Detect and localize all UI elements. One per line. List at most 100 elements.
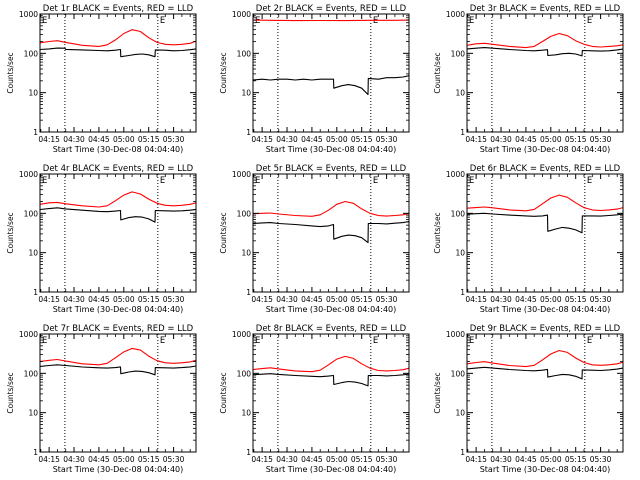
y-tick-label: 1000 bbox=[446, 170, 465, 179]
lld-rate-line bbox=[252, 19, 410, 22]
x-axis-label: Start Time (30-Dec-08 04:04:40) bbox=[266, 145, 397, 154]
y-axis-label: Counts/sec bbox=[219, 52, 228, 93]
corner-label: E bbox=[255, 16, 260, 26]
panel-title: Det 5r BLACK = Events, RED = LLD bbox=[256, 164, 407, 174]
detector-panel: Det 2r BLACK = Events, RED = LLD E E 1 10 100… bbox=[219, 4, 410, 154]
y-tick-label: 1000 bbox=[19, 170, 38, 179]
marker-label: E bbox=[587, 336, 592, 346]
marker-label: E bbox=[160, 336, 165, 346]
lld-rate-line bbox=[466, 194, 624, 212]
x-tick-label: 04:15 bbox=[38, 295, 60, 304]
x-tick-label: 05:15 bbox=[565, 295, 587, 304]
x-tick-label: 05:00 bbox=[113, 135, 135, 144]
events-rate-line bbox=[39, 47, 197, 58]
y-tick-label: 100 bbox=[237, 209, 252, 218]
x-tick-label: 05:15 bbox=[138, 135, 160, 144]
plot-frame bbox=[39, 13, 197, 133]
x-tick-label: 05:30 bbox=[590, 135, 612, 144]
detector-panel: Det 1r BLACK = Events, RED = LLD E E 1 10 100… bbox=[6, 4, 197, 154]
x-tick-label: 04:45 bbox=[515, 455, 537, 464]
events-rate-line bbox=[252, 75, 410, 96]
x-tick-label: 04:45 bbox=[515, 295, 537, 304]
x-tick-label: 04:15 bbox=[251, 455, 273, 464]
x-tick-label: 05:15 bbox=[351, 135, 373, 144]
corner-label: E bbox=[255, 176, 260, 186]
y-tick-label: 100 bbox=[237, 49, 252, 58]
detector-panel: Det 7r BLACK = Events, RED = LLD E E 1 10 100… bbox=[6, 324, 197, 474]
y-tick-label: 1000 bbox=[232, 170, 251, 179]
y-tick-label: 100 bbox=[237, 369, 252, 378]
y-tick-label: 10 bbox=[455, 249, 465, 258]
y-tick-label: 1000 bbox=[232, 330, 251, 339]
x-tick-label: 04:45 bbox=[301, 455, 323, 464]
x-tick-label: 04:30 bbox=[63, 455, 85, 464]
x-tick-label: 04:15 bbox=[465, 455, 487, 464]
x-tick-label: 04:30 bbox=[490, 295, 512, 304]
panel-title: Det 9r BLACK = Events, RED = LLD bbox=[470, 324, 621, 334]
x-tick-label: 04:30 bbox=[276, 135, 298, 144]
y-axis-label: Counts/sec bbox=[6, 52, 15, 93]
y-axis-label: Counts/sec bbox=[219, 212, 228, 253]
y-tick-label: 1 bbox=[460, 128, 465, 137]
marker-label: E bbox=[160, 176, 165, 186]
x-tick-label: 05:15 bbox=[138, 295, 160, 304]
plot-frame bbox=[466, 173, 624, 293]
y-axis-label: Counts/sec bbox=[6, 212, 15, 253]
y-tick-label: 100 bbox=[24, 49, 39, 58]
y-axis-label: Counts/sec bbox=[6, 372, 15, 413]
plot-frame bbox=[466, 13, 624, 133]
x-axis-label: Start Time (30-Dec-08 04:04:40) bbox=[480, 465, 611, 474]
panel-title: Det 8r BLACK = Events, RED = LLD bbox=[256, 324, 407, 334]
y-tick-label: 100 bbox=[24, 369, 39, 378]
x-axis-label: Start Time (30-Dec-08 04:04:40) bbox=[53, 145, 184, 154]
x-tick-label: 04:30 bbox=[63, 295, 85, 304]
y-tick-label: 10 bbox=[28, 249, 38, 258]
marker-label: E bbox=[373, 336, 378, 346]
panel-title: Det 1r BLACK = Events, RED = LLD bbox=[43, 4, 194, 14]
x-tick-label: 05:30 bbox=[376, 455, 398, 464]
x-tick-label: 04:15 bbox=[251, 135, 273, 144]
y-tick-label: 1 bbox=[246, 448, 251, 457]
x-tick-label: 04:45 bbox=[88, 135, 110, 144]
x-tick-label: 05:00 bbox=[540, 135, 562, 144]
x-tick-label: 05:15 bbox=[565, 455, 587, 464]
x-tick-label: 05:15 bbox=[351, 295, 373, 304]
events-rate-line bbox=[466, 47, 624, 57]
x-tick-label: 05:00 bbox=[113, 455, 135, 464]
panel-title: Det 4r BLACK = Events, RED = LLD bbox=[43, 164, 194, 174]
y-tick-label: 10 bbox=[28, 89, 38, 98]
plot-frame bbox=[252, 173, 410, 293]
corner-label: E bbox=[469, 16, 474, 26]
events-rate-line bbox=[39, 364, 197, 376]
y-tick-label: 10 bbox=[241, 89, 251, 98]
x-tick-label: 04:15 bbox=[465, 135, 487, 144]
marker-label: E bbox=[373, 176, 378, 186]
y-tick-label: 100 bbox=[451, 209, 466, 218]
x-tick-label: 05:15 bbox=[138, 455, 160, 464]
x-tick-label: 05:30 bbox=[376, 135, 398, 144]
events-rate-line bbox=[466, 366, 624, 380]
detector-panel: Det 5r BLACK = Events, RED = LLD E E 1 10 100… bbox=[219, 164, 410, 314]
x-tick-label: 04:15 bbox=[38, 135, 60, 144]
x-tick-label: 04:15 bbox=[251, 295, 273, 304]
y-tick-label: 1 bbox=[460, 288, 465, 297]
x-tick-label: 04:30 bbox=[276, 455, 298, 464]
detector-panel: Det 3r BLACK = Events, RED = LLD E E 1 10 100… bbox=[433, 4, 624, 154]
detector-panel: Det 9r BLACK = Events, RED = LLD E E 1 10 100… bbox=[433, 324, 624, 474]
y-axis-label: Counts/sec bbox=[219, 372, 228, 413]
panel-title: Det 7r BLACK = Events, RED = LLD bbox=[43, 324, 194, 334]
corner-label: E bbox=[469, 336, 474, 346]
x-tick-label: 04:30 bbox=[490, 135, 512, 144]
x-axis-label: Start Time (30-Dec-08 04:04:40) bbox=[53, 465, 184, 474]
x-tick-label: 05:15 bbox=[351, 455, 373, 464]
x-tick-label: 04:45 bbox=[88, 295, 110, 304]
y-tick-label: 100 bbox=[24, 209, 39, 218]
x-tick-label: 04:15 bbox=[465, 295, 487, 304]
x-tick-label: 05:30 bbox=[376, 295, 398, 304]
x-tick-label: 05:00 bbox=[113, 295, 135, 304]
marker-label: E bbox=[373, 16, 378, 26]
events-rate-line bbox=[39, 207, 197, 223]
x-tick-label: 04:30 bbox=[63, 135, 85, 144]
y-tick-label: 1000 bbox=[19, 330, 38, 339]
